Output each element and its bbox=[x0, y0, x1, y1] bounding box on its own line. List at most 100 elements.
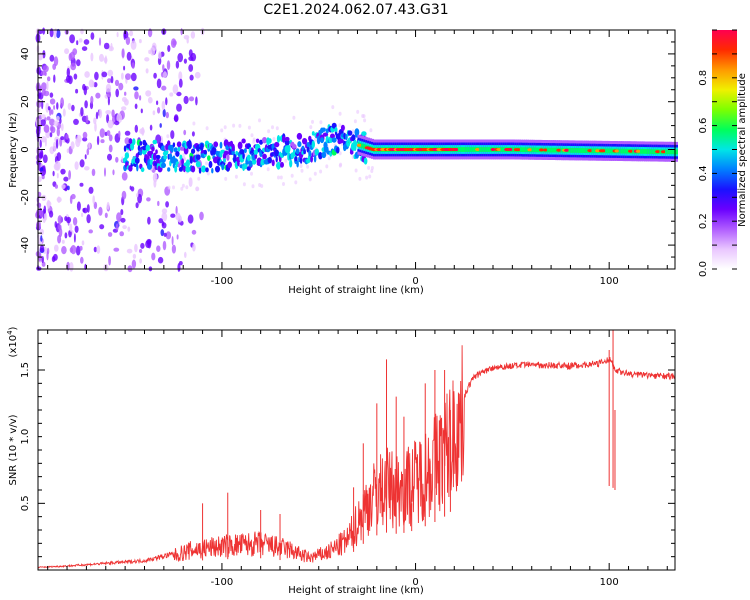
noise-point bbox=[43, 212, 48, 221]
noise-point bbox=[175, 60, 180, 69]
noise-point bbox=[370, 169, 374, 173]
noise-point bbox=[53, 120, 59, 127]
noise-point bbox=[358, 176, 362, 181]
noise-point bbox=[247, 125, 251, 130]
noise-point bbox=[39, 139, 42, 148]
noise-point bbox=[68, 170, 71, 180]
noise-point bbox=[67, 102, 72, 110]
noise-point bbox=[177, 52, 183, 63]
noise-point bbox=[169, 92, 174, 97]
noise-point bbox=[206, 171, 210, 176]
noise-point bbox=[118, 82, 124, 91]
noise-point bbox=[199, 211, 204, 221]
line-segment bbox=[572, 148, 576, 153]
noise-point bbox=[88, 186, 94, 194]
band-point bbox=[317, 135, 321, 142]
noise-point bbox=[46, 199, 51, 209]
noise-point bbox=[84, 71, 90, 78]
band-point bbox=[241, 138, 246, 144]
noise-point bbox=[152, 110, 156, 116]
noise-point bbox=[69, 223, 73, 232]
noise-point bbox=[183, 35, 190, 40]
line-segment bbox=[487, 147, 491, 152]
noise-point bbox=[56, 127, 60, 137]
y-tick-label: 0 bbox=[20, 146, 31, 152]
noise-point bbox=[43, 90, 50, 97]
band-point bbox=[155, 149, 158, 154]
peak-point bbox=[635, 149, 641, 153]
noise-point bbox=[107, 78, 112, 84]
line-segment bbox=[568, 147, 572, 153]
line-segment bbox=[533, 147, 537, 153]
noise-point bbox=[79, 182, 84, 187]
noise-point bbox=[130, 186, 135, 192]
noise-point bbox=[139, 39, 142, 44]
band-point bbox=[155, 154, 161, 160]
noise-point bbox=[369, 128, 373, 133]
noise-point bbox=[82, 131, 88, 139]
band-point bbox=[231, 150, 235, 156]
band-point bbox=[310, 155, 313, 163]
noise-point bbox=[39, 244, 45, 253]
band-point bbox=[306, 141, 310, 148]
noise-point bbox=[354, 168, 358, 173]
band-point bbox=[345, 134, 348, 141]
noise-point bbox=[56, 102, 59, 110]
noise-point bbox=[178, 78, 183, 88]
line-segment bbox=[647, 149, 651, 154]
noise-point bbox=[39, 228, 44, 236]
band-point bbox=[134, 157, 140, 164]
x-tick-label: 0 bbox=[412, 577, 418, 588]
band-point bbox=[281, 135, 286, 143]
band-point bbox=[191, 165, 196, 173]
noise-point bbox=[139, 249, 143, 253]
noise-point bbox=[107, 96, 110, 106]
band-point bbox=[351, 134, 356, 142]
band-point bbox=[227, 161, 232, 168]
noise-point bbox=[98, 37, 102, 46]
noise-point bbox=[36, 99, 42, 108]
band-point bbox=[363, 157, 368, 165]
band-point bbox=[284, 139, 290, 146]
band-point bbox=[353, 143, 357, 152]
band-point bbox=[185, 165, 191, 173]
line-segment bbox=[522, 147, 525, 153]
noise-point bbox=[59, 117, 62, 124]
noise-point bbox=[284, 158, 288, 163]
noise-point bbox=[139, 95, 142, 101]
band-point bbox=[294, 155, 298, 162]
band-point bbox=[172, 142, 176, 148]
noise-point bbox=[114, 120, 120, 126]
y-tick-label: 1.0 bbox=[20, 429, 31, 445]
noise-point bbox=[130, 72, 137, 82]
spectrogram-x-axis-label: Height of straight line (km) bbox=[288, 285, 424, 296]
noise-point bbox=[300, 168, 304, 173]
colorbar-tick-label: 0.6 bbox=[698, 118, 709, 134]
noise-point bbox=[165, 111, 169, 119]
noise-point bbox=[49, 118, 55, 127]
noise-point bbox=[177, 215, 182, 223]
band-point bbox=[191, 148, 196, 154]
colorbar-tick-label: 0.4 bbox=[698, 165, 709, 181]
noise-point bbox=[64, 232, 68, 239]
noise-point bbox=[258, 118, 261, 123]
band-point bbox=[311, 140, 315, 149]
noise-point bbox=[65, 134, 69, 140]
noise-point bbox=[319, 120, 323, 125]
noise-point bbox=[40, 167, 44, 172]
noise-point bbox=[54, 244, 59, 252]
noise-point bbox=[107, 119, 114, 129]
noise-point bbox=[165, 231, 172, 240]
noise-point bbox=[47, 106, 51, 111]
noise-point bbox=[171, 236, 174, 246]
noise-point bbox=[129, 30, 134, 37]
noise-point bbox=[74, 225, 79, 233]
noise-point bbox=[188, 49, 193, 57]
noise-point bbox=[115, 156, 119, 163]
band-point bbox=[331, 137, 337, 143]
line-segment bbox=[584, 148, 587, 153]
noise-point bbox=[57, 215, 63, 224]
band-point bbox=[123, 145, 127, 152]
noise-point bbox=[126, 51, 132, 61]
peak-point bbox=[660, 150, 666, 154]
